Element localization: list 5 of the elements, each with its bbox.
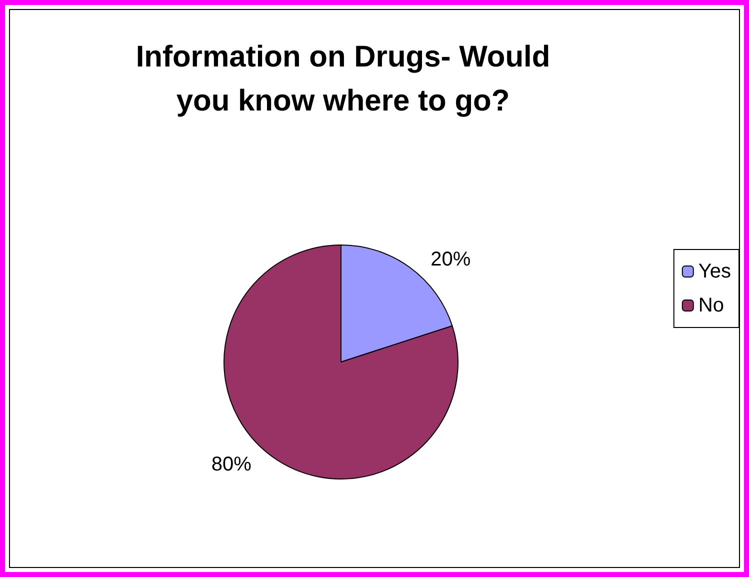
data-label: 20% [430,248,471,270]
legend-label: Yes [698,260,732,282]
data-label: 80% [211,454,252,476]
chart-title: Information on Drugs- Would you know where to go? [136,40,550,118]
legend-label: No [698,294,724,316]
